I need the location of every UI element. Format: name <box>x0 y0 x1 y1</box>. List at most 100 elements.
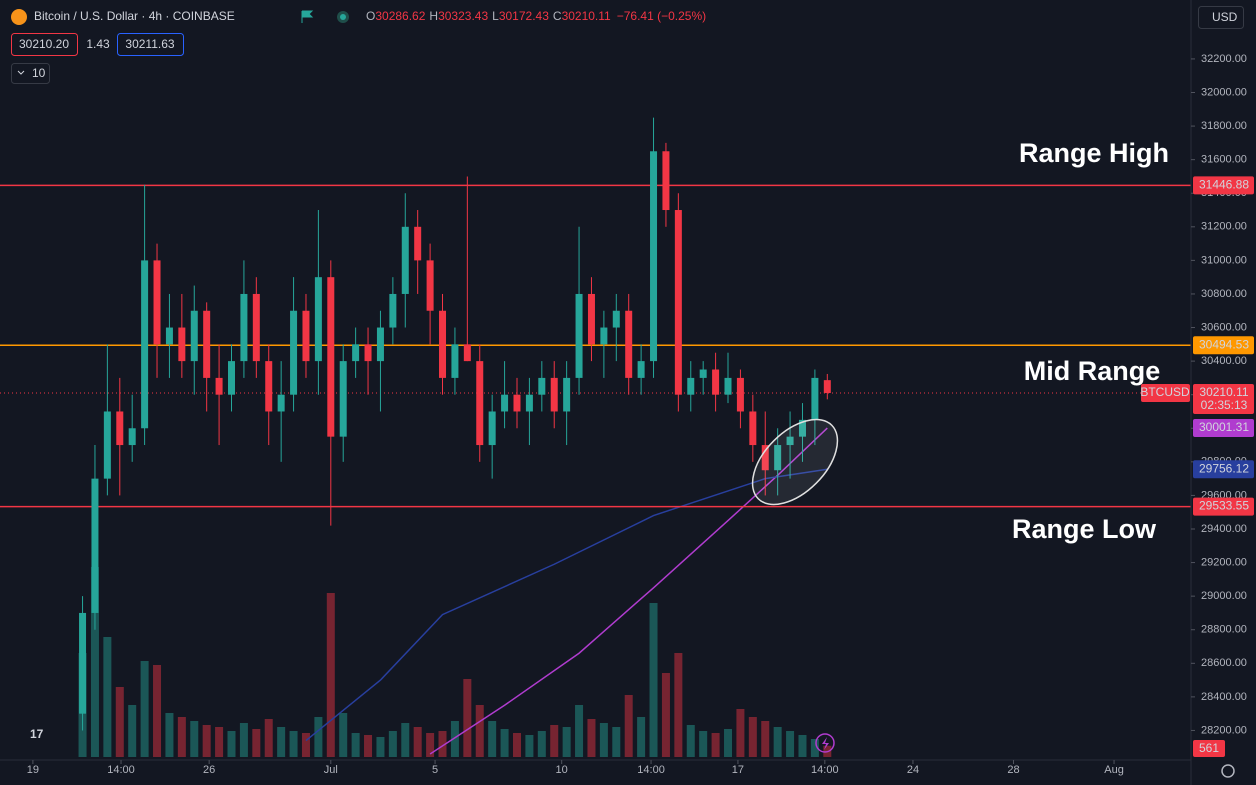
candle-body <box>401 226 409 294</box>
logo <box>11 9 27 25</box>
volume-bar <box>786 731 795 757</box>
volume-tag-label: 561 <box>1199 741 1219 755</box>
y-tick-label: 31800.00 <box>1201 120 1247 132</box>
symbol-tag <box>1141 383 1190 402</box>
volume-bar <box>612 727 621 757</box>
candle-body <box>625 310 633 378</box>
axes: 28200.00 28400.00 28600.00 28800.00 29000.00… <box>27 53 1254 776</box>
candle-body <box>178 327 186 362</box>
candle-body <box>476 361 484 446</box>
candle-body <box>215 377 223 395</box>
candle-body <box>339 361 347 437</box>
volume-bar <box>587 719 596 757</box>
volume-bar <box>165 713 174 757</box>
candle-body <box>103 411 111 479</box>
volume-bar <box>339 713 348 757</box>
candle-body <box>190 310 198 362</box>
volume-bar <box>512 733 521 757</box>
volume-bar <box>525 735 534 757</box>
candle-body <box>761 445 769 471</box>
price-tag-label: 29533.55 <box>1199 499 1249 513</box>
volume-bar <box>599 723 608 757</box>
x-tick-label: 19 <box>27 764 39 776</box>
volume-bar <box>686 725 695 757</box>
candle-body <box>352 344 360 362</box>
candle-body <box>538 377 546 395</box>
candle-body <box>165 327 173 345</box>
x-tick-label: 5 <box>432 764 438 776</box>
y-tick-label: 31200.00 <box>1201 221 1247 233</box>
volume-bar <box>438 731 447 757</box>
volume-bar <box>537 731 546 757</box>
settings-icon[interactable] <box>1221 764 1235 778</box>
volume-bar <box>314 717 323 757</box>
lightning <box>822 737 829 750</box>
candle-body <box>525 394 533 412</box>
buy-button[interactable] <box>117 33 184 56</box>
value: 30286.62 <box>375 9 425 23</box>
candle-body <box>451 344 459 378</box>
candle-body <box>128 428 136 446</box>
y-tick-label: 28600.00 <box>1201 657 1247 669</box>
y-tick-label: 30800.00 <box>1201 288 1247 300</box>
status-dot <box>340 14 346 20</box>
price-tag-label: 29756.12 <box>1199 461 1249 475</box>
annotation: Range Low <box>1012 514 1157 544</box>
candle-body <box>376 327 384 362</box>
annotation: Range High <box>1019 138 1169 168</box>
volume-bar <box>810 739 819 757</box>
price-tag-label: 30001.31 <box>1199 420 1249 434</box>
candle-body <box>79 612 87 714</box>
candle-body <box>798 419 806 437</box>
volume-bar <box>388 731 397 757</box>
volume-bar <box>277 727 286 757</box>
chevron <box>17 70 25 75</box>
volume-bar <box>202 725 211 757</box>
value: 30323.43 <box>438 9 488 23</box>
volume-bar <box>798 735 807 757</box>
candle-body <box>736 377 744 412</box>
y-tick-label: 28200.00 <box>1201 724 1247 736</box>
volume-bar <box>115 687 124 757</box>
price-tag-label: 30494.53 <box>1199 337 1249 351</box>
volume-tag <box>1193 740 1225 757</box>
y-tick-label: 29400.00 <box>1201 523 1247 535</box>
candle-body <box>550 377 558 412</box>
candle-body <box>786 436 794 446</box>
volume-bar <box>674 653 683 757</box>
y-tick-label: 28800.00 <box>1201 624 1247 636</box>
candle-body <box>823 380 831 393</box>
volume-bar <box>351 733 360 757</box>
chart-title: Bitcoin / U.S. Dollar · 4h · COINBASE <box>34 9 235 23</box>
volume-bar <box>301 733 310 757</box>
tv-logo: 17 <box>30 727 44 741</box>
y-tick-label: 29000.00 <box>1201 590 1247 602</box>
candle-body <box>811 377 819 420</box>
volume-bar <box>699 731 708 757</box>
candle-body <box>650 151 658 362</box>
x-tick-label: 14:00 <box>637 764 665 776</box>
x-tick-label: 14:00 <box>811 764 839 776</box>
volume-bar <box>426 733 435 757</box>
volume-bar <box>128 705 137 757</box>
volume-bar <box>289 731 298 757</box>
volume-bar <box>761 721 770 757</box>
sell-button[interactable] <box>11 33 78 56</box>
highlight-ellipse <box>751 418 839 506</box>
candle-body <box>116 411 124 446</box>
lightning-icon[interactable] <box>815 733 835 753</box>
volume-bar <box>190 721 199 757</box>
currency-button[interactable] <box>1198 6 1244 29</box>
candle-body <box>674 210 682 395</box>
candle-body <box>612 310 620 328</box>
indicators-toggle[interactable] <box>11 63 50 84</box>
x-tick-label: 26 <box>203 764 215 776</box>
candle-body <box>488 411 496 446</box>
volume-bar <box>239 723 248 757</box>
y-tick-label: 32000.00 <box>1201 86 1247 98</box>
volume-bar <box>550 725 559 757</box>
candle-body <box>265 361 273 412</box>
price-tag-label: 31446.88 <box>1199 178 1249 192</box>
flag-icon[interactable] <box>301 10 314 23</box>
